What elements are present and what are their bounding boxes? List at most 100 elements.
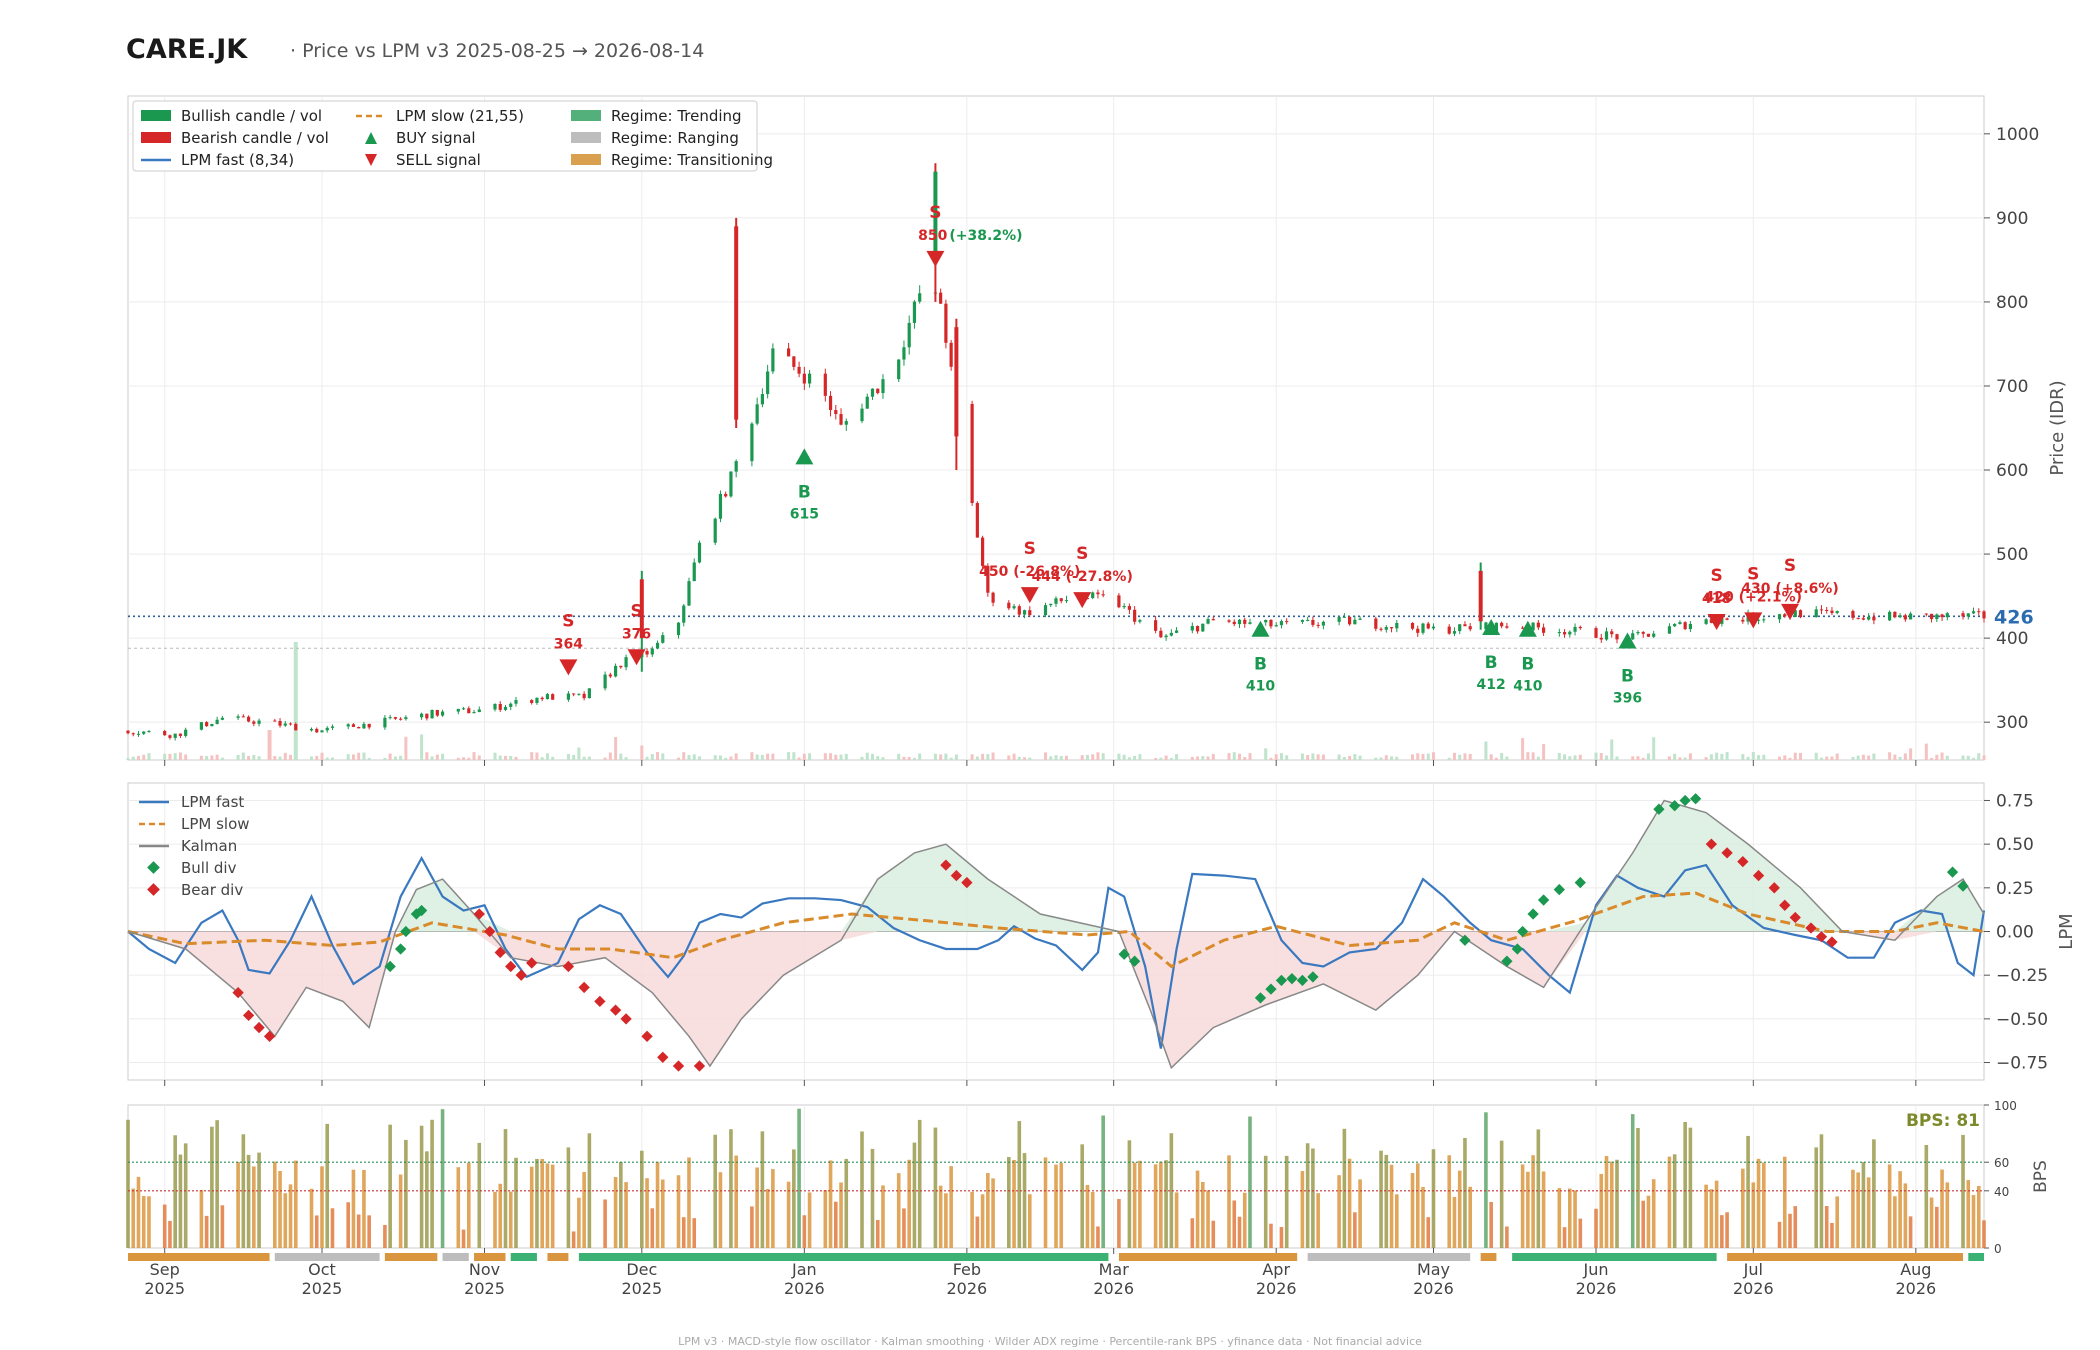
bps-bar <box>1242 1192 1247 1248</box>
bps-bar <box>907 1159 911 1248</box>
candle-body <box>624 657 628 668</box>
candle-body <box>142 731 146 734</box>
volume-bar <box>1138 754 1142 760</box>
candle-body <box>1924 613 1928 615</box>
volume-bar <box>734 753 738 760</box>
volume-bar <box>1940 752 1944 760</box>
candle-body <box>1893 611 1897 618</box>
volume-bar <box>624 757 628 760</box>
bps-bar <box>896 1173 901 1248</box>
volume-bar <box>1715 752 1719 760</box>
bps-bar <box>1594 1208 1598 1248</box>
candle-body <box>834 410 838 415</box>
volume-bar <box>330 757 334 760</box>
bps-bar <box>1022 1153 1027 1248</box>
candle-body <box>1395 622 1399 629</box>
volume-bar <box>650 753 654 760</box>
price-y-tick-label: 300 <box>1996 713 2028 733</box>
bps-bar <box>1788 1213 1792 1248</box>
candle-body <box>1468 626 1472 630</box>
volume-bar <box>1133 755 1137 760</box>
bps-bar <box>1714 1180 1719 1248</box>
buy-signal-letter: B <box>1521 655 1534 675</box>
candle-body <box>1384 627 1388 630</box>
volume-bar <box>1819 757 1823 760</box>
candle-body <box>530 700 534 703</box>
volume-bar <box>1196 756 1200 760</box>
volume-bar <box>315 756 319 760</box>
bps-bar <box>1982 1220 1986 1248</box>
bps-bar <box>404 1139 408 1248</box>
bps-bar <box>535 1158 539 1248</box>
sell-signal-letter: S <box>1076 544 1088 564</box>
candle-body <box>1049 603 1053 606</box>
candle-body <box>1164 635 1168 638</box>
bps-bar <box>1410 1173 1415 1248</box>
volume-bar <box>1463 753 1467 760</box>
candle-body <box>1867 616 1871 620</box>
lpm-fast-line <box>127 855 1986 1049</box>
x-tick-label: 2026 <box>1093 1279 1134 1298</box>
volume-bar <box>1935 754 1939 760</box>
volume-bar <box>1825 756 1829 760</box>
candle-body <box>315 728 319 733</box>
bear-divergence-marker <box>620 1013 632 1025</box>
lpm-y-tick-label: −0.25 <box>1996 966 2048 986</box>
x-tick-label: 2025 <box>144 1279 185 1298</box>
volume-bar <box>1909 748 1913 760</box>
volume-bar <box>404 736 408 760</box>
candle-body <box>246 716 251 722</box>
bps-bar <box>833 1201 838 1248</box>
candle-body <box>283 723 287 726</box>
bps-bar <box>566 1147 571 1248</box>
sell-signal-marker <box>559 659 578 676</box>
volume-bar <box>944 753 948 760</box>
volume-bar <box>215 754 219 760</box>
volume-bar <box>1610 739 1614 760</box>
candle-body <box>184 729 188 736</box>
candle-body <box>545 694 550 700</box>
volume-bar <box>656 752 660 760</box>
bps-bar <box>183 1143 188 1248</box>
volume-bar <box>949 757 953 760</box>
bps-bar <box>1358 1179 1362 1248</box>
bps-bar <box>1007 1157 1011 1248</box>
candle-body <box>1940 614 1944 618</box>
volume-bar <box>551 756 555 760</box>
bps-bar <box>1059 1162 1064 1248</box>
bps-bar <box>1793 1206 1798 1248</box>
x-tick-label: 2026 <box>1413 1279 1454 1298</box>
bps-bar <box>388 1124 392 1248</box>
lpm-y-tick-label: 0.25 <box>1996 879 2034 899</box>
volume-bar <box>907 756 911 760</box>
bps-y-tick-label: 60 <box>1994 1156 2009 1170</box>
bps-bar <box>1835 1196 1839 1248</box>
candle-body <box>682 605 686 623</box>
candle-body <box>1300 620 1305 622</box>
candle-body <box>1830 610 1834 614</box>
regime-band <box>510 1253 537 1261</box>
candle-body <box>514 700 518 704</box>
sell-signal-pnl: (+38.2%) <box>949 228 1022 244</box>
bear-divergence-marker <box>526 957 538 969</box>
lpm-legend-label: Bear div <box>181 881 243 899</box>
candle-body <box>718 493 723 519</box>
bps-bar <box>1856 1172 1860 1248</box>
volume-bar <box>1248 753 1252 760</box>
volume-bar <box>1568 756 1572 760</box>
last-price-label: 426 <box>1994 606 2034 628</box>
bear-divergence-marker <box>1705 838 1718 850</box>
volume-bar <box>1725 752 1729 760</box>
bps-bar <box>162 1204 167 1248</box>
volume-bar <box>1353 754 1357 760</box>
volume-bar <box>293 642 298 760</box>
volume-bar <box>645 756 649 760</box>
bps-bar <box>1101 1115 1105 1248</box>
candle-body <box>1211 619 1215 621</box>
candle-body <box>551 694 555 700</box>
candle-body <box>1777 614 1782 620</box>
bps-bar <box>1935 1206 1939 1248</box>
bps-bar <box>645 1178 649 1248</box>
bps-bar <box>199 1190 204 1248</box>
bps-bar <box>1489 1201 1493 1248</box>
